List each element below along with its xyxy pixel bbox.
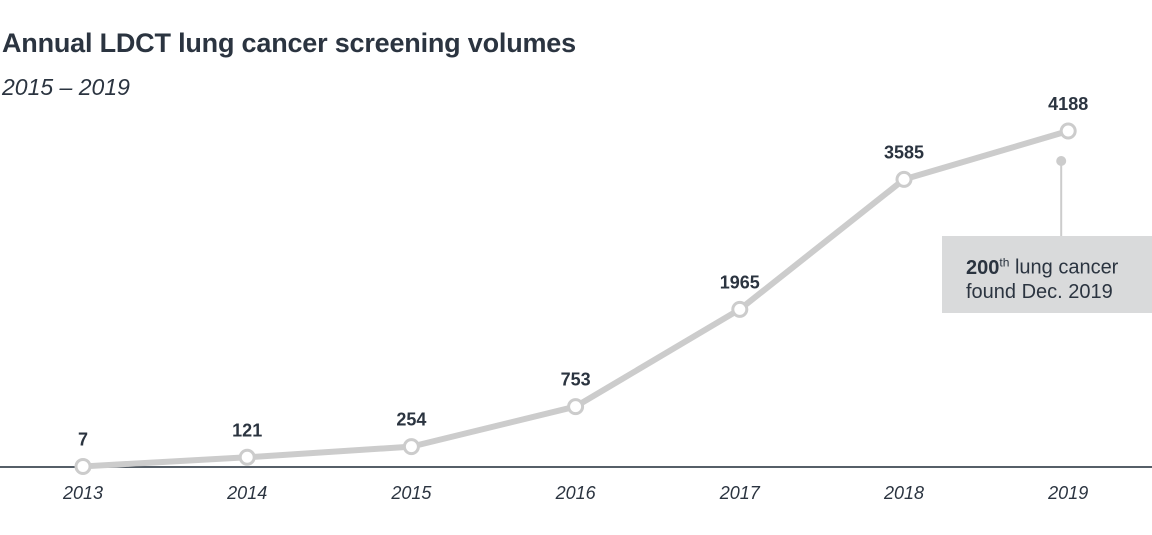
annotation-box: 200th lung cancer found Dec. 2019 bbox=[942, 236, 1152, 313]
data-point bbox=[402, 438, 420, 456]
chart-subtitle: 2015 – 2019 bbox=[2, 74, 130, 100]
data-label: 1965 bbox=[720, 272, 760, 292]
annotation-superscript: th bbox=[999, 255, 1010, 269]
x-tick-label: 2019 bbox=[1047, 483, 1088, 503]
data-point bbox=[1059, 122, 1077, 140]
data-label: 254 bbox=[396, 410, 426, 430]
chart-title: Annual LDCT lung cancer screening volume… bbox=[2, 28, 576, 58]
data-label: 4188 bbox=[1048, 94, 1088, 114]
data-point bbox=[74, 457, 92, 475]
data-point bbox=[238, 448, 256, 466]
x-tick-label: 2013 bbox=[62, 483, 103, 503]
data-label: 121 bbox=[232, 420, 262, 440]
x-tick-label: 2014 bbox=[226, 483, 267, 503]
series-line bbox=[82, 128, 1070, 470]
data-label: 753 bbox=[561, 370, 591, 390]
data-point bbox=[567, 398, 585, 416]
x-tick-label: 2017 bbox=[719, 483, 761, 503]
data-label: 3585 bbox=[884, 142, 924, 162]
x-tick-label: 2015 bbox=[390, 483, 432, 503]
data-point bbox=[731, 300, 749, 318]
data-point bbox=[895, 170, 913, 188]
x-tick-label: 2018 bbox=[883, 483, 924, 503]
annotation-line2: found Dec. 2019 bbox=[966, 280, 1113, 303]
x-tick-label: 2016 bbox=[555, 483, 597, 503]
annotation-number: 200 bbox=[966, 256, 1000, 279]
annotation-line1: lung cancer bbox=[1009, 256, 1119, 279]
data-label: 7 bbox=[78, 429, 88, 449]
